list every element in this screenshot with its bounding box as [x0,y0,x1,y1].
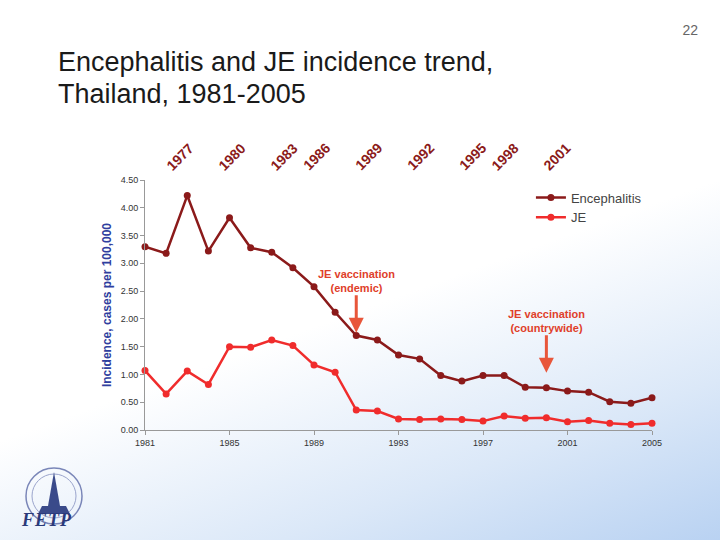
svg-text:3.00: 3.00 [121,258,139,268]
svg-text:1977: 1977 [163,140,196,173]
svg-text:4.50: 4.50 [121,175,139,185]
svg-text:2.00: 2.00 [121,314,139,324]
svg-text:1998: 1998 [488,140,521,173]
svg-text:JE vaccination(endemic): JE vaccination(endemic) [318,268,395,294]
svg-text:1.50: 1.50 [121,342,139,352]
svg-text:2.50: 2.50 [121,286,139,296]
html-text:Encephalitis and JE incidence: Encephalitis and JE incidence trend, [58,47,494,77]
svg-text:JE: JE [571,210,587,225]
svg-text:0.00: 0.00 [121,425,139,435]
svg-text:1992: 1992 [404,140,437,173]
svg-text:1985: 1985 [219,438,239,448]
svg-text:1.00: 1.00 [121,370,139,380]
svg-text:1995: 1995 [456,140,489,173]
svg-text:1980: 1980 [215,140,248,173]
svg-text:3.50: 3.50 [121,231,139,241]
svg-text:Incidence, cases per 100,000: Incidence, cases per 100,000 [100,223,114,387]
svg-text:1993: 1993 [388,438,408,448]
svg-text:2005: 2005 [642,438,662,448]
svg-text:2001: 2001 [540,140,573,173]
svg-text:0.50: 0.50 [121,397,139,407]
svg-text:1989: 1989 [304,438,324,448]
svg-text:2001: 2001 [557,438,577,448]
html-text:Thailand, 1981-2005: Thailand, 1981-2005 [58,79,306,109]
svg-text:1986: 1986 [300,140,333,173]
html-text:FETP: FETP [22,510,72,530]
svg-text:1997: 1997 [473,438,493,448]
svg-text:1989: 1989 [352,140,385,173]
svg-text:JE vaccination(countrywide): JE vaccination(countrywide) [508,308,585,334]
svg-text:1983: 1983 [267,140,300,173]
svg-text:1981: 1981 [135,438,155,448]
svg-text:Encephalitis: Encephalitis [571,191,642,206]
svg-text:4.00: 4.00 [121,203,139,213]
html-text:22: 22 [682,22,698,38]
